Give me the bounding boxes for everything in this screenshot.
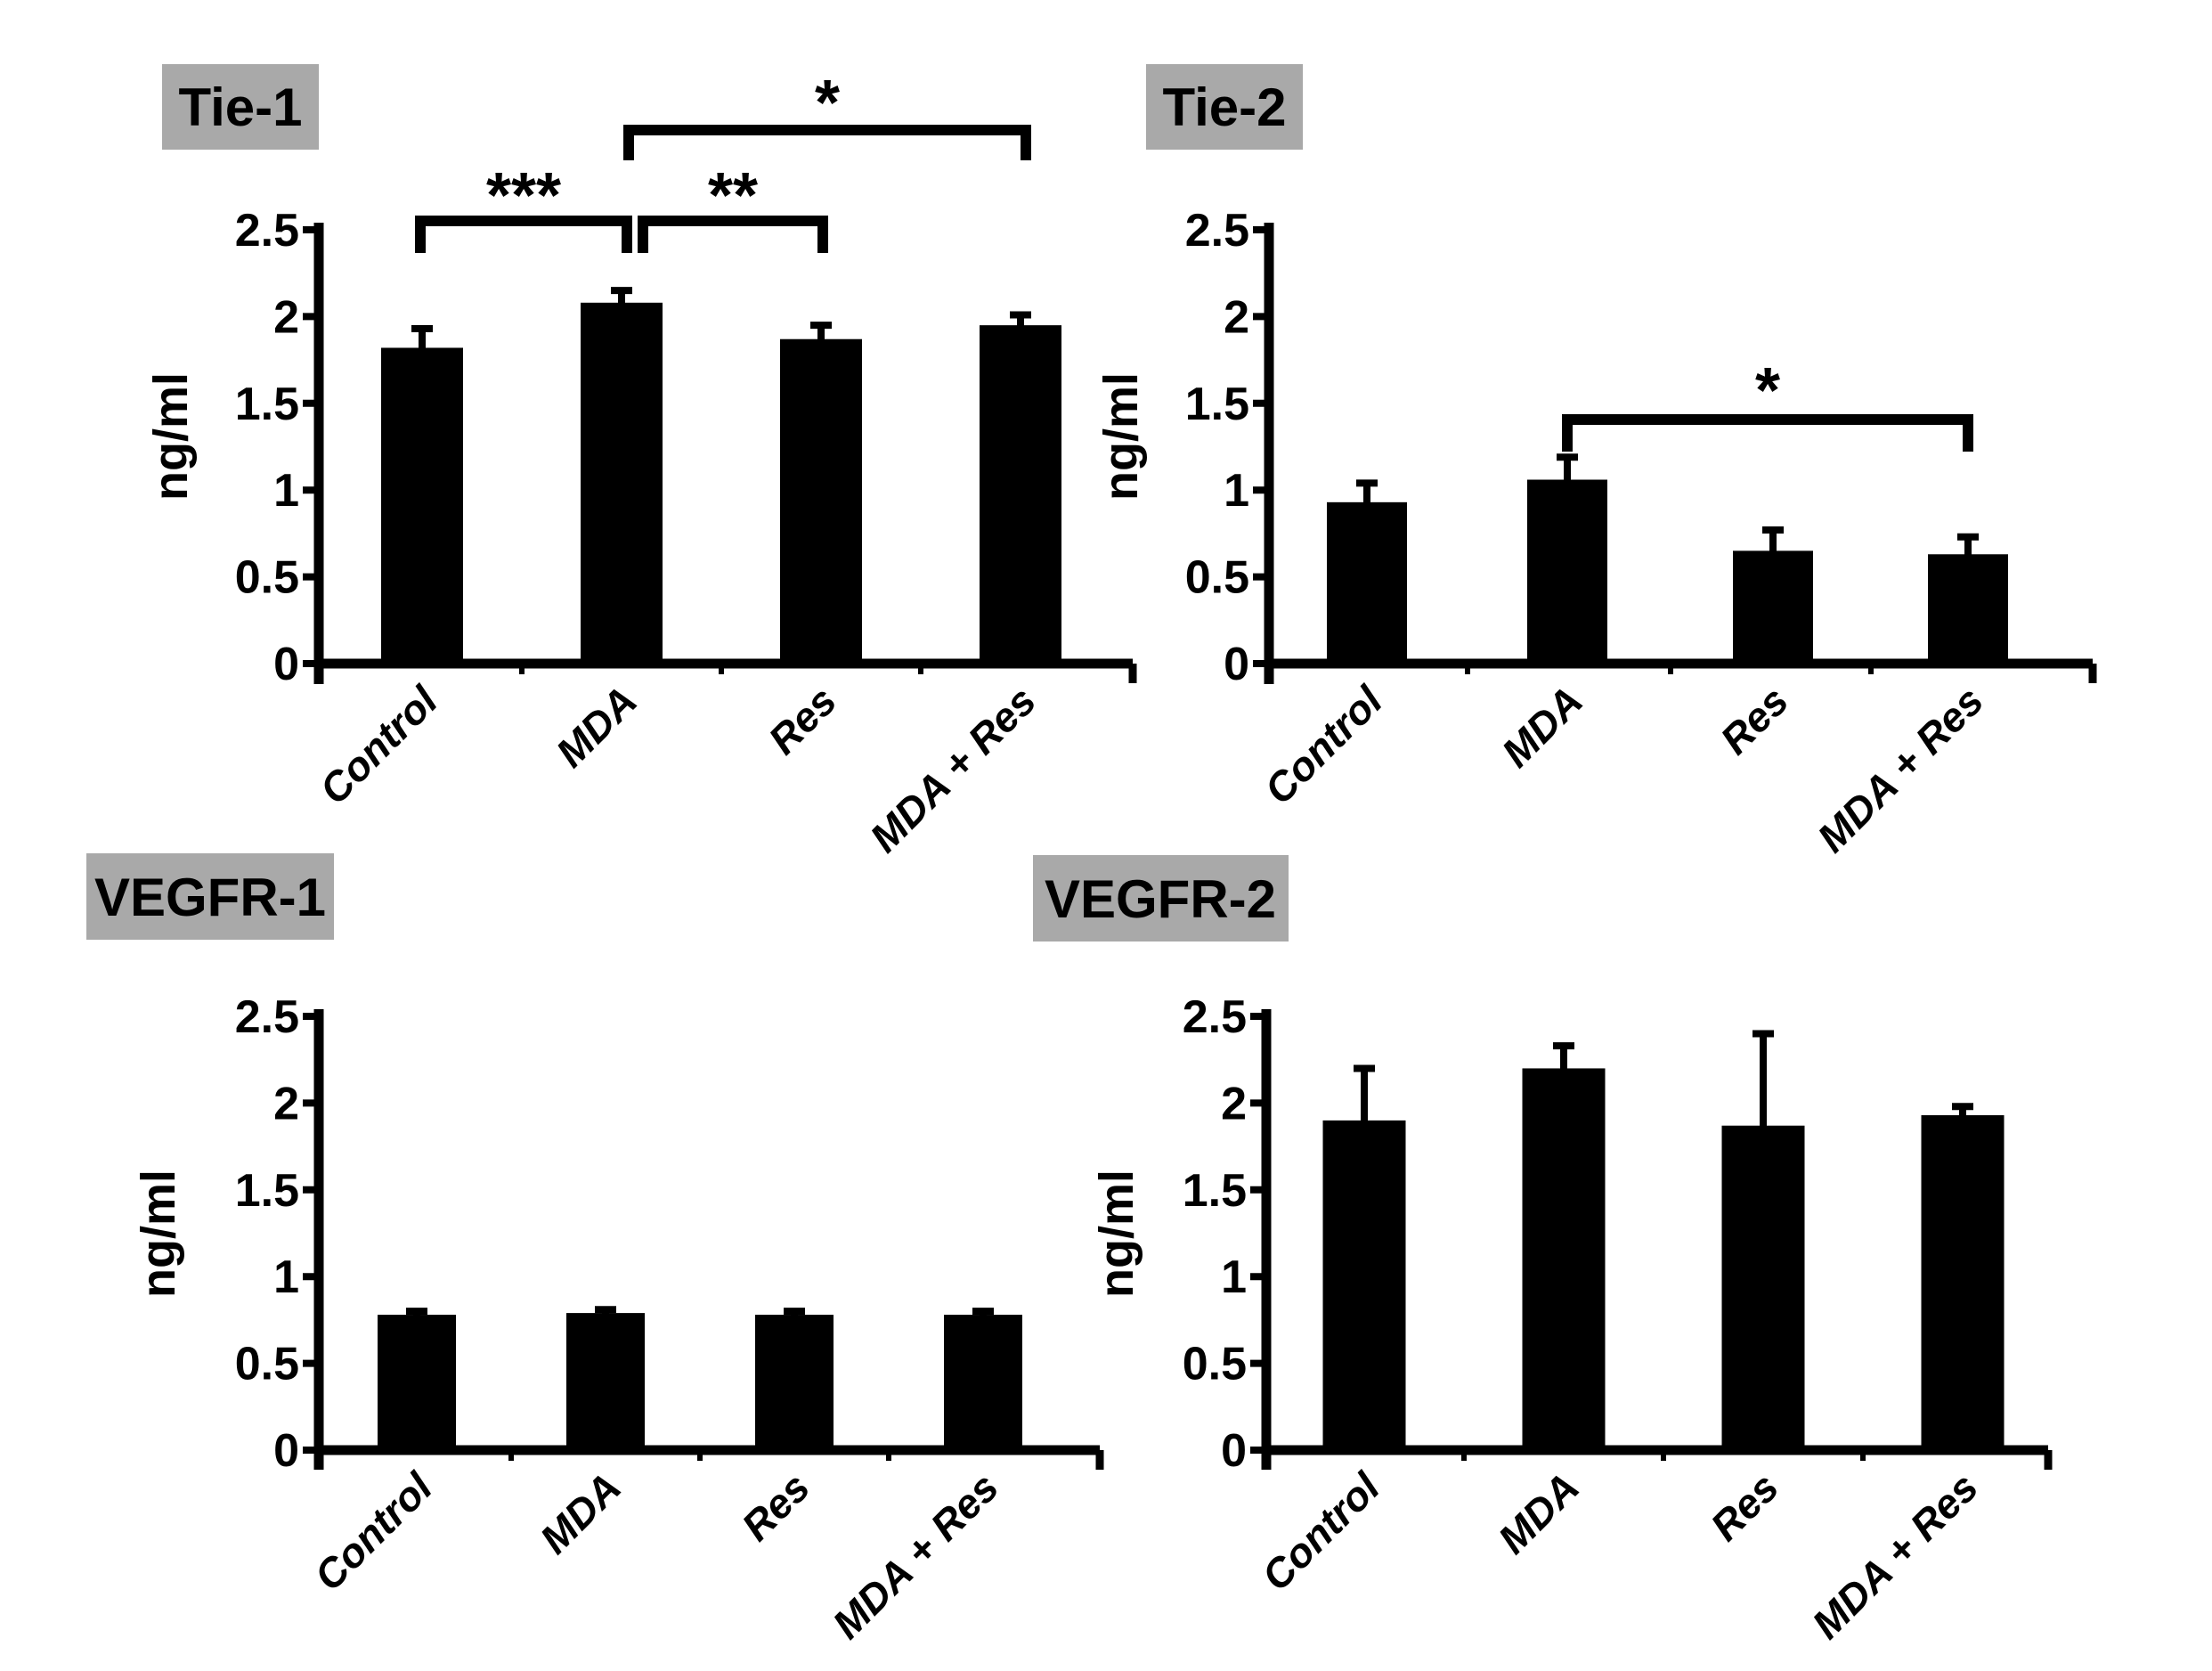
y-tick-label: 1 [1221,1251,1247,1303]
bar-mda-res [980,325,1061,664]
x-category-label: MDA [1489,1463,1588,1562]
y-tick-label: 1.5 [1185,379,1249,430]
chart-title-box [162,64,319,150]
y-axis-title: ng/ml [132,1170,185,1298]
y-tick-label: 1.5 [235,1165,299,1217]
y-tick-label: 1 [273,1251,299,1303]
y-tick-label: 2 [273,1078,299,1129]
bar-mda-res [1928,554,2008,664]
chart-title-box [1146,64,1303,150]
panel-tie1: Tie-1 0 0.5 1 1.5 2 2.5 ng/ml Control MDA Res MDA … [144,64,1137,861]
x-category-label: Res [1702,1463,1787,1549]
bar-mda-res [944,1315,1022,1450]
y-tick-label: 2 [1221,1078,1247,1129]
x-category-label: Res [733,1463,818,1549]
x-category-label: Res [760,677,845,762]
chart-plot-vegfr1: 0 0.5 1 1.5 2 2.5 ng/ml Control MDA Res MDA + Res [132,991,1104,1648]
x-category-label: MDA [531,1463,630,1562]
significance-bracket-mda-vs-mda-res [623,125,1031,160]
significance-bracket-mda-vs-res [638,216,828,253]
x-category-label: MDA + Res [1803,1463,1987,1647]
chart-title-box [86,853,334,940]
y-tick-label: 1 [273,465,299,517]
bar-mda [1522,1068,1606,1450]
y-tick-label: 2.5 [235,205,299,257]
y-tick-label: 0.5 [1185,552,1249,604]
y-tick-label: 2 [1224,291,1249,343]
chart-title: Tie-1 [179,77,303,137]
chart-title: Tie-2 [1163,77,1287,137]
significance-bracket-mda-vs-mda-res [1562,414,1973,452]
y-tick-label: 2.5 [235,991,299,1043]
y-tick-label: 2.5 [1183,991,1247,1043]
chart-title-box [1033,855,1289,941]
chart-plot-tie2: 0 0.5 1 1.5 2 2.5 ng/ml Control MDA Res MDA + Res * [1094,205,2097,861]
bar-control [1322,1120,1406,1450]
bar-res [1721,1125,1805,1450]
bar-mda [566,1313,645,1450]
x-category-label: Control [311,676,447,812]
x-category-label: MDA + Res [861,677,1045,860]
significance-stars: *** [486,160,561,232]
x-category-label: Control [1253,1463,1389,1599]
y-tick-label: 0.5 [1183,1339,1247,1390]
x-category-label: MDA + Res [1809,677,1992,860]
x-category-label: Control [1256,676,1392,812]
bar-mda [581,302,663,664]
bar-res [1733,550,1813,664]
panel-tie2: Tie-2 0 0.5 1 1.5 2 2.5 ng/ml Control MDA Res MDA … [1094,64,2097,861]
significance-stars: * [1755,355,1780,427]
x-category-label: MDA + Res [824,1463,1007,1647]
significance-bracket-control-vs-mda [415,216,632,253]
bar-control [381,347,463,664]
y-tick-label: 0 [273,1425,299,1477]
y-tick-label: 0.5 [235,1339,299,1390]
significance-stars: * [815,68,840,139]
x-category-label: Res [1712,677,1797,762]
y-tick-label: 0 [1224,639,1249,690]
panel-vegfr2: VEGFR-2 0 0.5 1 1.5 2 2.5 ng/ml Control MDA Res MD… [1033,855,2053,1648]
x-category-label: MDA [1492,677,1591,776]
y-tick-label: 2.5 [1185,205,1249,257]
y-tick-label: 1.5 [1183,1165,1247,1217]
x-category-label: MDA [547,677,646,776]
panel-vegfr1: VEGFR-1 0 0.5 1 1.5 2 2.5 ng/ml Control MDA Res MD… [86,853,1104,1648]
chart-title: VEGFR-2 [1045,869,1276,929]
x-category-label: Control [305,1463,442,1599]
bar-res [780,338,862,664]
y-tick-label: 0 [1221,1425,1247,1477]
significance-stars: ** [708,160,758,232]
y-tick-label: 1 [1224,465,1249,517]
bar-res [755,1315,834,1450]
y-axis-title: ng/ml [1090,1170,1143,1298]
y-tick-label: 2 [273,291,299,343]
bar-mda-res [1921,1115,2005,1450]
bar-control [1327,501,1407,664]
y-tick-label: 0 [273,639,299,690]
chart-title: VEGFR-1 [94,868,326,927]
chart-plot-vegfr2: 0 0.5 1 1.5 2 2.5 ng/ml Control MDA Res MDA + Res [1090,991,2053,1648]
bar-mda [1527,479,1607,664]
y-tick-label: 1.5 [235,379,299,430]
y-tick-label: 0.5 [235,552,299,604]
y-axis-title: ng/ml [144,372,198,501]
bar-control [378,1315,456,1450]
chart-plot-tie1: 0 0.5 1 1.5 2 2.5 ng/ml Control MDA Res MDA + Res *… [144,68,1137,861]
y-axis-title: ng/ml [1094,372,1148,501]
